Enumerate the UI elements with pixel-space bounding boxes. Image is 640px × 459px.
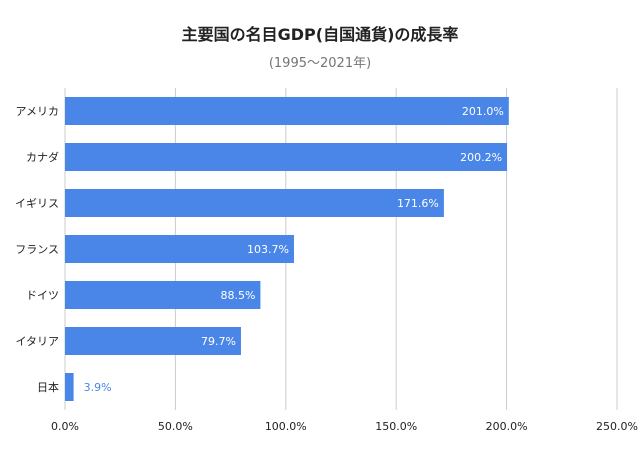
x-tick-label-4: 200.0% [486, 420, 528, 433]
bar-3 [65, 235, 294, 263]
category-label-6: 日本 [37, 380, 59, 394]
bar-4 [65, 281, 261, 309]
category-label-0: アメリカ [16, 105, 59, 118]
bar-6 [65, 373, 74, 401]
x-tick-label-5: 250.0% [596, 420, 638, 433]
data-label-1: 200.2% [460, 151, 502, 164]
x-tick-label-1: 50.0% [158, 420, 193, 433]
chart-subtitle: (1995～2021年) [269, 56, 371, 71]
bar-1 [65, 143, 508, 171]
chart-title: 主要国の名目GDP(自国通貨)の成長率 [182, 25, 459, 44]
x-tick-label-0: 0.0% [51, 420, 79, 433]
category-label-2: イギリス [15, 197, 59, 210]
data-labels: 201.0% 200.2% 171.6% 103.7% 88.5% 79.7% 3.9% [84, 105, 504, 394]
category-label-3: フランス [15, 243, 59, 256]
data-label-0: 201.0% [462, 105, 504, 118]
category-label-5: イタリア [15, 335, 59, 348]
category-label-4: ドイツ [26, 289, 59, 302]
bars [65, 97, 509, 401]
data-label-6: 3.9% [84, 381, 112, 394]
data-label-3: 103.7% [247, 243, 289, 256]
category-label-1: カナダ [26, 150, 59, 164]
x-tick-label-2: 100.0% [265, 420, 307, 433]
data-label-2: 171.6% [397, 197, 439, 210]
bar-2 [65, 189, 444, 217]
data-label-4: 88.5% [220, 289, 255, 302]
x-tick-labels: 0.0% 50.0% 100.0% 150.0% 200.0% 250.0% [51, 420, 638, 433]
bar-0 [65, 97, 509, 125]
data-label-5: 79.7% [201, 335, 236, 348]
x-tick-label-3: 150.0% [375, 420, 417, 433]
bar-5 [65, 327, 241, 355]
